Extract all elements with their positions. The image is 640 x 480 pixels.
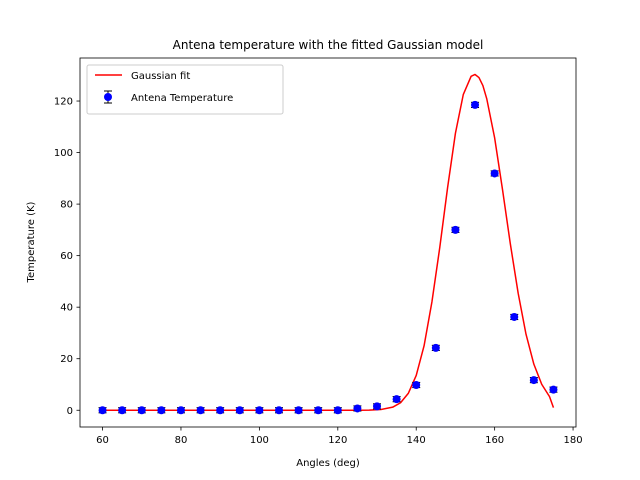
data-point	[157, 406, 166, 415]
data-point	[412, 380, 421, 389]
y-tick-label: 60	[60, 251, 73, 262]
data-point	[196, 406, 205, 415]
legend-marker	[104, 93, 112, 101]
data-point	[451, 225, 460, 234]
data-point	[235, 406, 244, 415]
data-marker	[235, 406, 244, 415]
data-point	[333, 406, 342, 415]
data-marker	[549, 385, 558, 394]
x-axis: 60 80 100 120 140 160 180	[96, 427, 583, 446]
data-point	[216, 406, 225, 415]
data-point	[294, 406, 303, 415]
y-tick-label: 100	[54, 148, 73, 159]
axes-frame	[79, 57, 577, 428]
y-tick-label: 20	[60, 354, 73, 365]
data-marker	[353, 404, 362, 413]
data-marker	[333, 406, 342, 415]
data-point	[529, 376, 538, 385]
data-point	[392, 395, 401, 404]
data-marker	[471, 100, 480, 109]
y-tick-label: 40	[60, 303, 73, 314]
data-marker	[255, 406, 264, 415]
data-marker	[529, 376, 538, 385]
x-tick-label: 60	[96, 435, 109, 446]
data-marker	[392, 395, 401, 404]
axes-background	[80, 58, 576, 427]
data-marker	[510, 312, 519, 321]
gaussian-fit-line	[102, 73, 555, 411]
data-point	[373, 402, 382, 411]
data-point	[510, 312, 519, 321]
data-marker	[373, 402, 382, 411]
y-tick-label: 0	[67, 406, 73, 417]
data-point	[255, 406, 264, 415]
data-marker	[314, 406, 323, 415]
data-marker	[451, 225, 460, 234]
data-marker	[196, 406, 205, 415]
x-tick-label: 100	[250, 435, 269, 446]
data-marker	[274, 406, 283, 415]
x-tick-label: 120	[328, 435, 347, 446]
legend: Gaussian fit Antena Temperature	[86, 64, 284, 115]
y-tick-label: 120	[54, 97, 73, 108]
data-point	[549, 385, 558, 394]
data-marker	[137, 406, 146, 415]
data-marker	[490, 169, 499, 178]
data-point	[314, 406, 323, 415]
x-axis-label: Angles (deg)	[296, 458, 360, 469]
data-marker	[98, 406, 107, 415]
x-tick-label: 140	[407, 435, 426, 446]
data-point	[490, 169, 499, 178]
chart-title: Antena temperature with the fitted Gauss…	[173, 38, 484, 52]
data-point	[176, 406, 185, 415]
legend-data-label: Antena Temperature	[131, 93, 233, 104]
data-point	[137, 406, 146, 415]
data-point	[118, 406, 127, 415]
y-tick-label: 80	[60, 200, 73, 211]
y-axis-label: Temperature (K)	[26, 201, 37, 283]
plot-area	[80, 58, 576, 427]
legend-frame	[86, 64, 284, 115]
data-point	[98, 406, 107, 415]
data-point	[471, 100, 480, 109]
x-tick-label: 80	[175, 435, 188, 446]
x-tick-label: 180	[564, 435, 583, 446]
data-marker	[157, 406, 166, 415]
data-marker	[431, 343, 440, 352]
data-point	[274, 406, 283, 415]
x-tick-label: 160	[485, 435, 504, 446]
data-point	[353, 404, 362, 413]
data-point	[431, 343, 440, 352]
data-marker	[176, 406, 185, 415]
data-marker	[216, 406, 225, 415]
fit-layer	[102, 73, 555, 411]
data-marker	[118, 406, 127, 415]
data-marker	[412, 380, 421, 389]
data-marker	[294, 406, 303, 415]
y-axis: 0 20 40 60 80 100 120	[54, 97, 80, 417]
legend-fit-label: Gaussian fit	[131, 71, 190, 82]
points-layer	[98, 100, 558, 415]
